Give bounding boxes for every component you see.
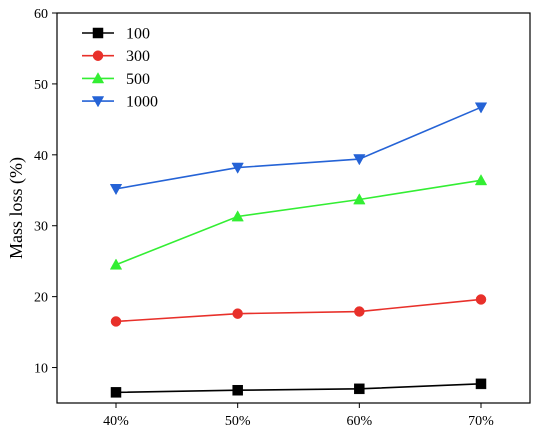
data-point	[110, 316, 122, 327]
legend-marker	[92, 50, 104, 61]
data-point	[354, 383, 365, 395]
legend-label: 100	[126, 26, 150, 43]
series-line	[115, 383, 482, 394]
legend-label: 1000	[126, 94, 158, 111]
legend-item: 1000	[82, 94, 158, 111]
y-tick-label: 10	[34, 362, 48, 377]
data-point	[474, 174, 488, 186]
data-point	[353, 154, 366, 166]
legend-marker	[91, 96, 105, 108]
x-tick-label: 40%	[103, 414, 129, 429]
y-tick-label: 50	[34, 78, 48, 93]
data-point	[231, 210, 244, 222]
data-point	[231, 162, 244, 174]
series-line	[115, 298, 482, 323]
series-line	[115, 106, 482, 190]
y-tick-label: 30	[34, 220, 48, 235]
data-point	[475, 294, 487, 305]
series-group	[109, 102, 488, 398]
legend-marker	[91, 72, 105, 84]
x-tick-label: 70%	[468, 414, 494, 429]
data-point	[474, 102, 488, 114]
series-100	[110, 378, 487, 398]
legend-item: 500	[82, 71, 150, 88]
data-point	[353, 193, 366, 205]
legend-label: 300	[126, 48, 150, 65]
data-point	[232, 308, 243, 319]
y-tick-label: 60	[34, 7, 48, 22]
legend-label: 500	[126, 71, 150, 88]
series-500	[109, 174, 488, 270]
data-point	[354, 306, 365, 317]
data-point	[109, 184, 123, 196]
x-tick-label: 60%	[346, 414, 372, 429]
legend-item: 300	[82, 48, 150, 65]
y-tick-label: 40	[34, 149, 48, 164]
plot-frame	[56, 12, 531, 404]
y-axis: 10 20 30 40 50 60	[34, 7, 57, 377]
plot-area	[56, 12, 531, 404]
data-point	[232, 384, 243, 396]
legend-marker	[92, 27, 104, 39]
x-axis: 40% 50% 60% 70%	[103, 403, 494, 429]
legend-item: 100	[82, 26, 150, 43]
series-300	[110, 294, 487, 327]
series-1000	[109, 102, 488, 196]
y-tick-label: 20	[34, 291, 48, 306]
data-point	[110, 387, 122, 398]
x-tick-label: 50%	[225, 414, 251, 429]
series-line	[115, 179, 482, 266]
data-point	[109, 258, 123, 270]
data-point	[475, 378, 487, 390]
legend: 100 300 500 1000	[82, 26, 158, 111]
y-axis-title: Mass loss (%)	[6, 157, 27, 259]
